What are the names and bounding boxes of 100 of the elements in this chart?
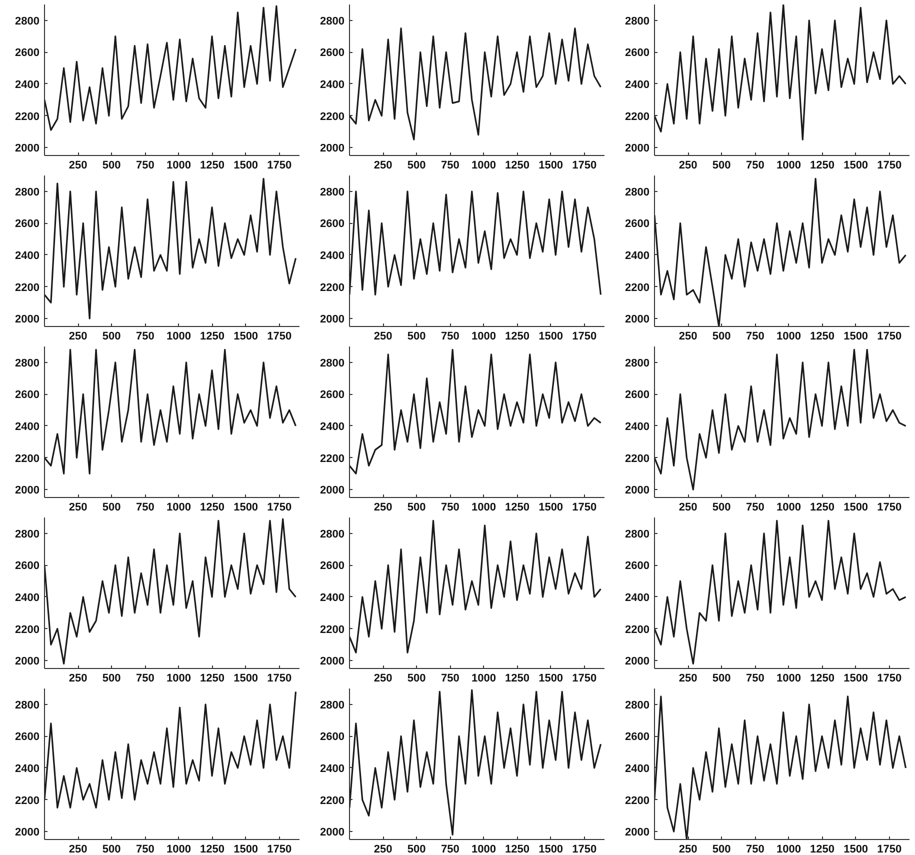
y-tick-label: 2400: [320, 250, 345, 262]
x-tick-label: 1500: [234, 330, 258, 342]
x-tick-label: 1000: [166, 844, 191, 855]
y-tick-label: 2600: [625, 560, 650, 572]
x-tick-label: 1500: [538, 502, 564, 514]
y-tick-label: 2000: [320, 314, 345, 326]
x-tick-label: 250: [678, 502, 698, 514]
x-tick-label: 1500: [538, 672, 564, 684]
x-tick-label: 1500: [234, 502, 258, 514]
x-tick-label: 1750: [267, 672, 292, 684]
y-tick-label: 2600: [15, 389, 40, 402]
x-tick-label: 1500: [234, 160, 258, 172]
x-tick-label: 750: [746, 502, 764, 514]
x-tick-label: 1250: [810, 672, 835, 684]
x-tick-label: 1500: [538, 160, 564, 172]
x-tick-label: 1750: [877, 330, 902, 342]
y-tick-label: 2200: [320, 794, 345, 807]
y-tick-label: 2800: [625, 186, 650, 198]
x-tick-label: 250: [374, 160, 392, 172]
y-tick-label: 2600: [15, 218, 40, 230]
y-tick-label: 2000: [625, 826, 650, 839]
x-tick-label: 1750: [572, 160, 597, 172]
y-tick-label: 2400: [15, 762, 40, 775]
y-tick-label: 2800: [625, 699, 650, 712]
x-tick-label: 250: [678, 330, 698, 342]
x-tick-label: 500: [102, 502, 121, 514]
x-tick-label: 1250: [810, 160, 835, 172]
x-tick-label: 1750: [877, 672, 902, 684]
y-tick-label: 2200: [15, 624, 40, 636]
x-tick-label: 1500: [844, 330, 868, 342]
x-tick-label: 1000: [166, 672, 191, 684]
x-tick-label: 1000: [471, 330, 496, 342]
x-tick-label: 250: [68, 502, 88, 514]
x-tick-label: 750: [440, 330, 460, 342]
x-tick-label: 750: [136, 502, 154, 514]
x-tick-label: 250: [374, 672, 392, 684]
x-tick-label: 1750: [267, 502, 292, 514]
y-tick-label: 2000: [625, 142, 650, 155]
y-tick-label: 2000: [320, 826, 345, 839]
x-tick-label: 1250: [505, 330, 530, 342]
x-tick-label: 250: [68, 672, 88, 684]
y-tick-label: 2200: [15, 110, 40, 123]
x-tick-label: 750: [440, 502, 460, 514]
x-tick-label: 500: [712, 502, 731, 514]
y-tick-label: 2400: [625, 762, 650, 775]
y-tick-label: 2400: [15, 420, 40, 433]
x-tick-label: 1500: [234, 672, 258, 684]
x-tick-label: 1500: [234, 844, 258, 855]
x-tick-label: 1750: [877, 844, 902, 855]
y-tick-label: 2600: [320, 47, 345, 60]
y-tick-label: 2000: [15, 826, 40, 839]
y-tick-label: 2000: [320, 484, 345, 497]
y-tick-label: 2600: [15, 560, 40, 572]
y-tick-label: 2600: [625, 218, 650, 230]
x-tick-label: 1250: [200, 844, 225, 855]
x-tick-label: 1000: [776, 672, 801, 684]
y-tick-label: 2800: [625, 357, 650, 370]
x-tick-label: 250: [374, 844, 392, 855]
x-tick-label: 1250: [505, 502, 530, 514]
y-tick-label: 2200: [320, 110, 345, 123]
y-tick-label: 2600: [320, 218, 345, 230]
x-tick-label: 750: [136, 330, 154, 342]
y-tick-label: 2800: [320, 528, 345, 540]
x-tick-label: 500: [407, 160, 426, 172]
x-tick-label: 1750: [572, 502, 597, 514]
x-tick-label: 1750: [267, 330, 292, 342]
x-tick-label: 1250: [810, 844, 835, 855]
y-tick-label: 2600: [320, 389, 345, 402]
x-tick-label: 1250: [505, 844, 530, 855]
y-tick-label: 2200: [15, 794, 40, 807]
x-tick-label: 500: [102, 330, 121, 342]
y-tick-label: 2400: [15, 592, 40, 604]
y-tick-label: 2800: [320, 699, 345, 712]
x-tick-label: 250: [68, 844, 88, 855]
y-tick-label: 2800: [15, 528, 40, 540]
x-tick-label: 250: [68, 330, 88, 342]
y-tick-label: 2600: [625, 47, 650, 60]
x-tick-label: 1000: [166, 330, 191, 342]
x-tick-label: 500: [712, 844, 731, 855]
y-tick-label: 2400: [15, 250, 40, 262]
y-tick-label: 2000: [15, 484, 40, 497]
x-tick-label: 1250: [810, 502, 835, 514]
y-tick-label: 2200: [625, 624, 650, 636]
x-tick-label: 500: [407, 330, 426, 342]
y-tick-label: 2200: [625, 794, 650, 807]
y-tick-label: 2200: [15, 452, 40, 465]
y-tick-label: 2000: [15, 656, 40, 668]
y-tick-label: 2200: [15, 282, 40, 294]
x-tick-label: 500: [407, 502, 426, 514]
x-tick-label: 1000: [471, 844, 496, 855]
y-tick-label: 2400: [625, 78, 650, 91]
x-tick-label: 250: [678, 844, 698, 855]
y-tick-label: 2800: [15, 357, 40, 370]
y-tick-label: 2800: [15, 699, 40, 712]
y-tick-label: 2800: [320, 15, 345, 28]
y-tick-label: 2200: [320, 624, 345, 636]
y-tick-label: 2200: [320, 282, 345, 294]
y-tick-label: 2000: [15, 142, 40, 155]
x-tick-label: 250: [68, 160, 88, 172]
x-tick-label: 1000: [776, 330, 801, 342]
